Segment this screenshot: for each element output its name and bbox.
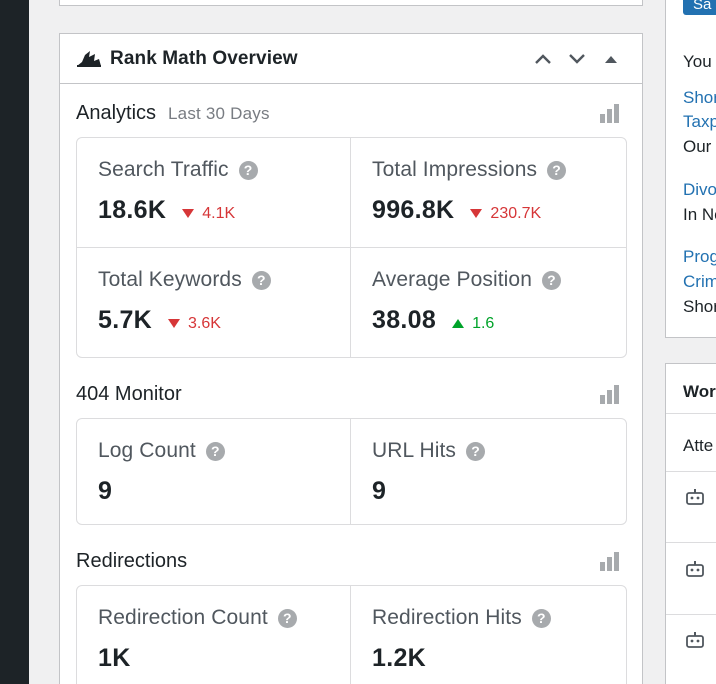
stat-delta: 3.6K [168,315,221,333]
trend-up-icon [452,319,465,328]
stat-label: Total Keywords [98,268,242,291]
stat-label: Redirection Count [98,606,268,629]
widget-title: Rank Math Overview [110,47,298,69]
robot-icon [686,489,704,505]
trend-down-icon [168,319,181,328]
analytics-period: Last 30 Days [168,104,270,123]
stat-value: 996.8K [372,196,455,224]
news-link-2-desc: In Ne [683,205,716,224]
stat-average-position: Average Position? 38.08 1.6 [351,248,626,357]
stat-label: Average Position [372,268,532,291]
stat-label: Redirection Hits [372,606,522,629]
stat-value: 9 [372,477,387,505]
right-widget-secondary: Wor Atte [665,363,716,684]
stat-value: 18.6K [98,196,167,224]
news-link-3-line1[interactable]: Prog [683,247,716,266]
divider [666,614,716,615]
redirections-title: Redirections [76,550,188,572]
admin-menu-strip [0,0,29,684]
help-icon[interactable]: ? [205,441,225,461]
news-link-1-line1[interactable]: Shor [683,88,716,107]
stat-redirection-count: Redirection Count? 1K [77,586,351,684]
stat-label: Search Traffic [98,158,229,181]
bar-chart-icon[interactable] [600,385,620,404]
divider [666,471,716,472]
stat-delta: 230.7K [470,205,541,223]
stat-delta: 4.1K [182,205,235,223]
stat-search-traffic: Search Traffic? 18.6K 4.1K [77,138,351,248]
redirections-section-header: Redirections [76,550,626,573]
help-icon[interactable]: ? [547,160,567,180]
bar-chart-icon[interactable] [600,552,620,571]
stat-delta: 1.6 [452,315,494,333]
collapse-toggle-button[interactable] [594,44,628,74]
trend-down-icon [182,209,195,218]
analytics-title: Analytics [76,102,157,124]
news-link-1-line2[interactable]: Taxp [683,112,716,131]
divider [666,413,716,414]
stat-value: 1K [98,644,131,672]
robot-icon [686,632,704,648]
help-icon[interactable]: ? [277,608,297,628]
monitor-404-stats-grid: Log Count? 9 URL Hits? 9 [76,418,627,525]
right-widget-2-title: Wor [683,382,716,401]
divider [666,542,716,543]
chevron-up-icon [535,53,551,64]
stat-value: 1.2K [372,644,427,672]
stat-label: Log Count [98,439,196,462]
stat-total-impressions: Total Impressions? 996.8K 230.7K [351,138,626,248]
news-link-2-line1[interactable]: Divo [683,180,716,199]
news-link-3-line2[interactable]: Crim [683,272,716,291]
redirections-stats-grid: Redirection Count? 1K Redirection Hits? … [76,585,627,684]
chevron-down-icon [569,53,585,64]
stat-value: 5.7K [98,306,153,334]
stat-label: Total Impressions [372,158,538,181]
stat-total-keywords: Total Keywords? 5.7K 3.6K [77,248,351,357]
stat-value: 38.08 [372,306,437,334]
previous-widget-edge [59,0,643,6]
rank-math-logo-icon [76,49,104,69]
trend-down-icon [470,209,483,218]
stat-log-count: Log Count? 9 [77,419,351,524]
right-widget-intro: You [683,52,712,71]
right-widget-button[interactable]: Sa [683,0,716,15]
help-icon[interactable]: ? [541,270,561,290]
help-icon[interactable]: ? [238,160,258,180]
help-icon[interactable]: ? [466,441,486,461]
stat-redirection-hits: Redirection Hits? 1.2K [351,586,626,684]
bar-chart-icon[interactable] [600,104,620,123]
right-widget-news: Sa You Shor Taxp Our Divo In Ne Prog Cri… [665,0,716,338]
analytics-stats-grid: Search Traffic? 18.6K 4.1K Total Impress… [76,137,627,358]
right-widget-2-subtitle: Atte [683,436,714,455]
stat-url-hits: URL Hits? 9 [351,419,626,524]
stat-label: URL Hits [372,439,457,462]
widget-header: Rank Math Overview [60,34,642,84]
news-link-3-desc: Shor [683,297,716,316]
news-link-1-desc: Our [683,137,712,156]
monitor-404-title: 404 Monitor [76,383,182,405]
stat-value: 9 [98,477,113,505]
move-up-button[interactable] [526,44,560,74]
analytics-section-header: Analytics Last 30 Days [76,102,626,125]
help-icon[interactable]: ? [531,608,551,628]
robot-icon [686,561,704,577]
monitor-404-section-header: 404 Monitor [76,383,626,406]
move-down-button[interactable] [560,44,594,74]
triangle-up-icon [605,55,617,63]
help-icon[interactable]: ? [251,270,271,290]
rank-math-overview-widget: Rank Math Overview Analytics Last 30 Day… [59,33,643,684]
